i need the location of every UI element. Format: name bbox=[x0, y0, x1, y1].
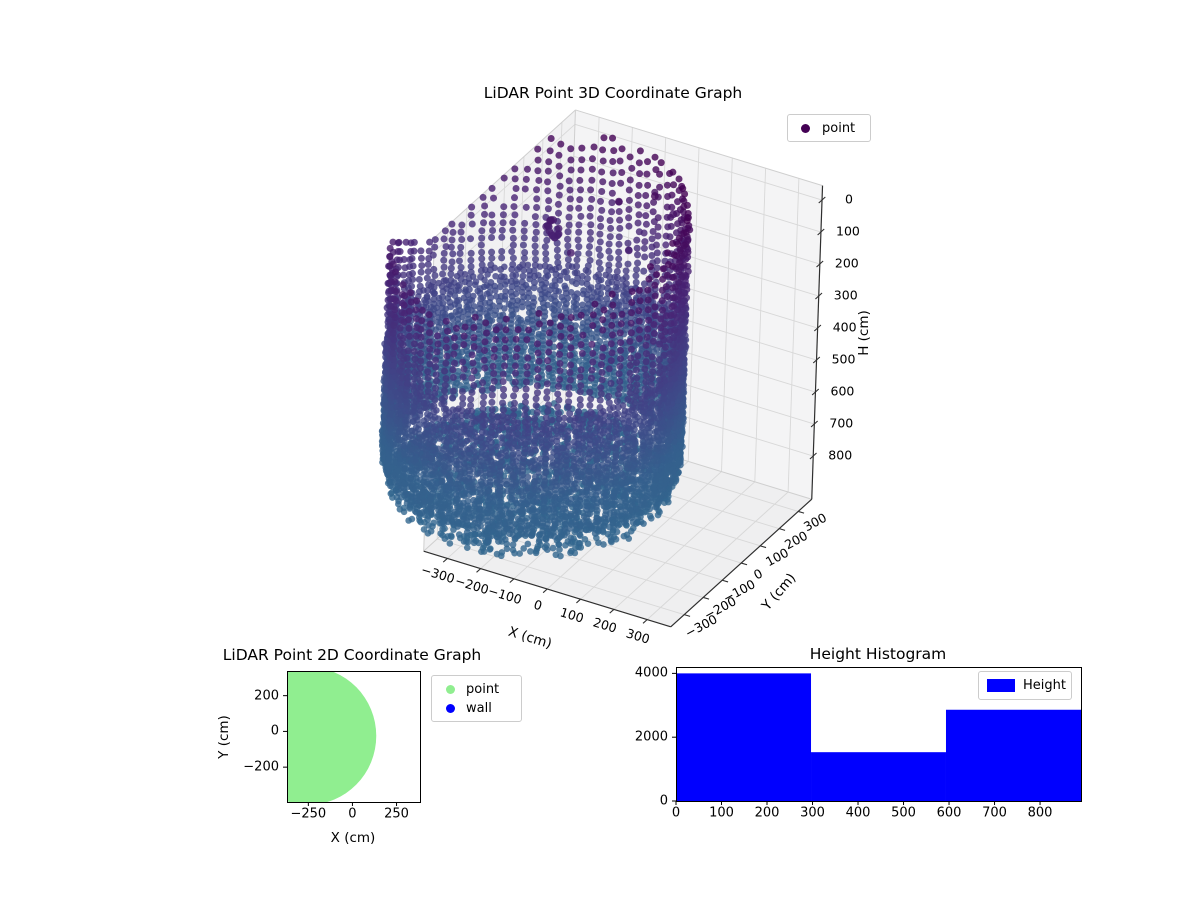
tick-label: 100 bbox=[709, 805, 734, 821]
tick-label: 400 bbox=[845, 805, 871, 821]
tick-label: 250 bbox=[384, 806, 409, 822]
tick-label: 0 bbox=[348, 806, 357, 822]
plot2d-xaxis-label: X (cm) bbox=[330, 830, 376, 846]
tick-label: 200 bbox=[254, 688, 279, 704]
tick-label: 300 bbox=[800, 805, 825, 821]
tick-label: 600 bbox=[936, 805, 962, 821]
tick-label: 200 bbox=[754, 805, 780, 821]
tick-label: 800 bbox=[828, 447, 853, 463]
tick-label: 0 bbox=[845, 191, 854, 207]
plot2d-legend: point wall bbox=[431, 675, 522, 722]
plot3d-legend-label: point bbox=[822, 120, 856, 136]
point-marker-icon bbox=[801, 123, 810, 133]
tick-label: 800 bbox=[1027, 805, 1053, 821]
histogram-title: Height Histogram bbox=[809, 645, 947, 663]
tick-label: 500 bbox=[831, 351, 856, 367]
tick-label: 0 bbox=[671, 805, 681, 821]
point-marker-icon bbox=[446, 685, 455, 694]
plot2d-yaxis-label: Y (cm) bbox=[216, 715, 232, 759]
tick-label: 4000 bbox=[634, 665, 668, 681]
plot2d-legend-label-point: point bbox=[466, 682, 500, 697]
tick-label: 300 bbox=[833, 287, 858, 303]
plot2d-title: LiDAR Point 2D Coordinate Graph bbox=[222, 646, 482, 664]
plot3d-legend: point bbox=[787, 114, 871, 142]
tick-label: 600 bbox=[830, 383, 855, 399]
tick-label: 100 bbox=[835, 223, 860, 239]
tick-label: −200 bbox=[243, 759, 279, 775]
tick-label: 400 bbox=[832, 319, 857, 335]
tick-label: 0 bbox=[659, 793, 668, 809]
tick-label: 500 bbox=[891, 805, 916, 821]
tick-label: 700 bbox=[982, 805, 1007, 821]
plot3d-zaxis-label: H (cm) bbox=[856, 310, 872, 356]
wall-marker-icon bbox=[446, 704, 455, 713]
tick-label: −250 bbox=[290, 806, 327, 822]
histogram-legend: Height bbox=[978, 671, 1072, 700]
tick-label: 0 bbox=[270, 723, 279, 739]
tick-label: 2000 bbox=[634, 729, 668, 745]
tick-label: 700 bbox=[829, 415, 854, 431]
tick-label: 200 bbox=[834, 255, 859, 271]
height-swatch-icon bbox=[987, 679, 1015, 692]
plot2d-legend-label-wall: wall bbox=[466, 701, 492, 716]
histogram-legend-label: Height bbox=[1023, 678, 1066, 693]
plot3d-title: LiDAR Point 3D Coordinate Graph bbox=[483, 84, 743, 102]
